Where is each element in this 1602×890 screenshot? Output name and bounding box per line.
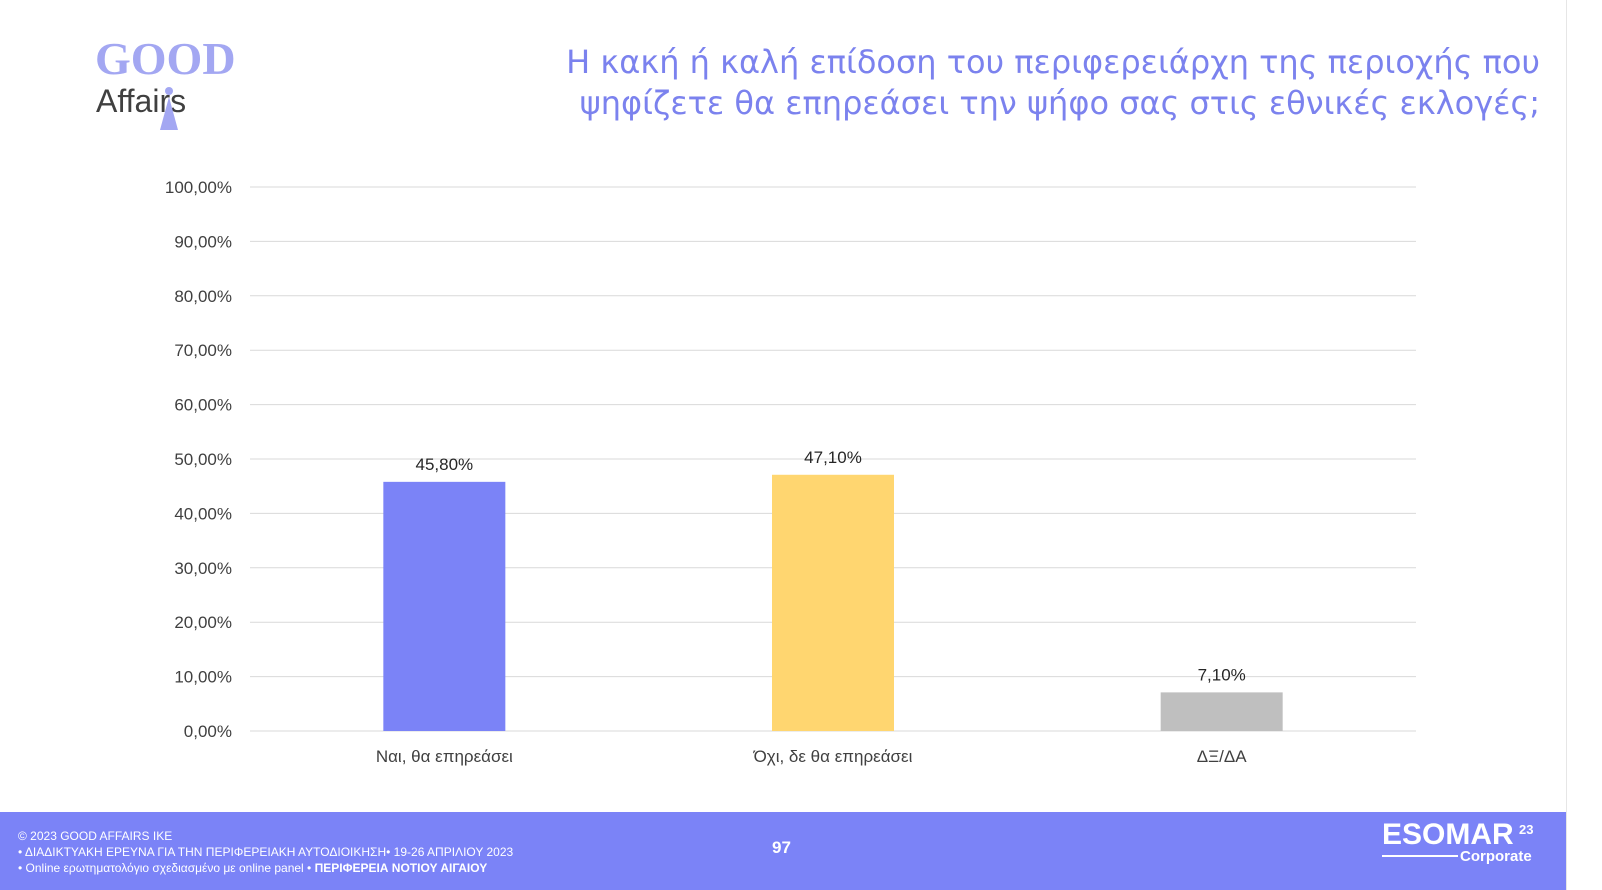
esomar-corporate: Corporate (1460, 848, 1532, 865)
bar (1160, 692, 1283, 731)
bar (772, 474, 894, 731)
tie-icon (160, 87, 178, 130)
footer-region: ΠΕΡΙΦΕΡΕΙΑ ΝΟΤΙΟΥ ΑΙΓΑΙΟΥ (314, 861, 488, 875)
y-tick-label: 50,00% (174, 450, 232, 469)
chart-title: Η κακή ή καλή επίδοση του περιφερειάρχη … (560, 42, 1540, 124)
esomar-underline (1382, 855, 1458, 857)
y-tick-label: 0,00% (184, 722, 232, 741)
x-tick-label: ΔΞ/ΔΑ (1197, 747, 1247, 766)
page-number: 97 (772, 838, 791, 857)
chart-title-line-2: ψηφίζετε θα επηρεάσει την ψήφο σας στις … (579, 84, 1540, 122)
footer-survey-info: • ΔΙΑΔΙΚΤΥΑΚΗ ΕΡΕΥΝΑ ΓΙΑ ΤΗΝ ΠΕΡΙΦΕΡΕΙΑΚ… (18, 845, 514, 859)
x-tick-label: Όχι, δε θα επηρεάσει (753, 747, 913, 766)
chart-title-line-1: Η κακή ή καλή επίδοση του περιφερειάρχη … (566, 43, 1540, 81)
y-tick-label: 60,00% (174, 396, 232, 415)
data-label: 47,10% (804, 448, 862, 467)
footer-notes: © 2023 GOOD AFFAIRS IKE • ΔΙΑΔΙΚΤΥΑΚΗ ΕΡ… (18, 828, 513, 876)
footer-bar: © 2023 GOOD AFFAIRS IKE • ΔΙΑΔΙΚΤΥΑΚΗ ΕΡ… (0, 812, 1566, 890)
footer-copyright: © 2023 GOOD AFFAIRS IKE (18, 829, 173, 843)
good-affairs-logo: GOOD Affairs (95, 36, 265, 136)
esomar-superscript: 23 (1519, 822, 1534, 837)
y-tick-label: 30,00% (174, 559, 232, 578)
x-tick-label: Ναι, θα επηρεάσει (376, 747, 513, 766)
y-tick-label: 100,00% (165, 178, 232, 197)
bar (383, 481, 506, 731)
bar-chart: 0,00% 10,00% 20,00% 30,00% 40,00% 50,00% 60,00… (165, 178, 1416, 766)
data-label: 45,80% (415, 455, 473, 474)
esomar-logo: ESOMAR 23 Corporate (1382, 818, 1542, 878)
y-tick-label: 70,00% (174, 341, 232, 360)
slide-right-margin (1566, 0, 1602, 890)
footer-method: • Online ερωτηματολόγιο σχεδιασμένο με o… (18, 860, 513, 876)
logo-good-text: GOOD (95, 33, 236, 84)
y-tick-label: 90,00% (174, 232, 232, 251)
y-tick-label: 20,00% (174, 613, 232, 632)
y-tick-label: 10,00% (174, 668, 232, 687)
data-label: 7,10% (1198, 665, 1246, 684)
y-tick-label: 80,00% (174, 287, 232, 306)
footer-method-text: • Online ερωτηματολόγιο σχεδιασμένο με o… (18, 861, 315, 875)
esomar-name: ESOMAR (1382, 818, 1514, 851)
y-tick-label: 40,00% (174, 504, 232, 523)
